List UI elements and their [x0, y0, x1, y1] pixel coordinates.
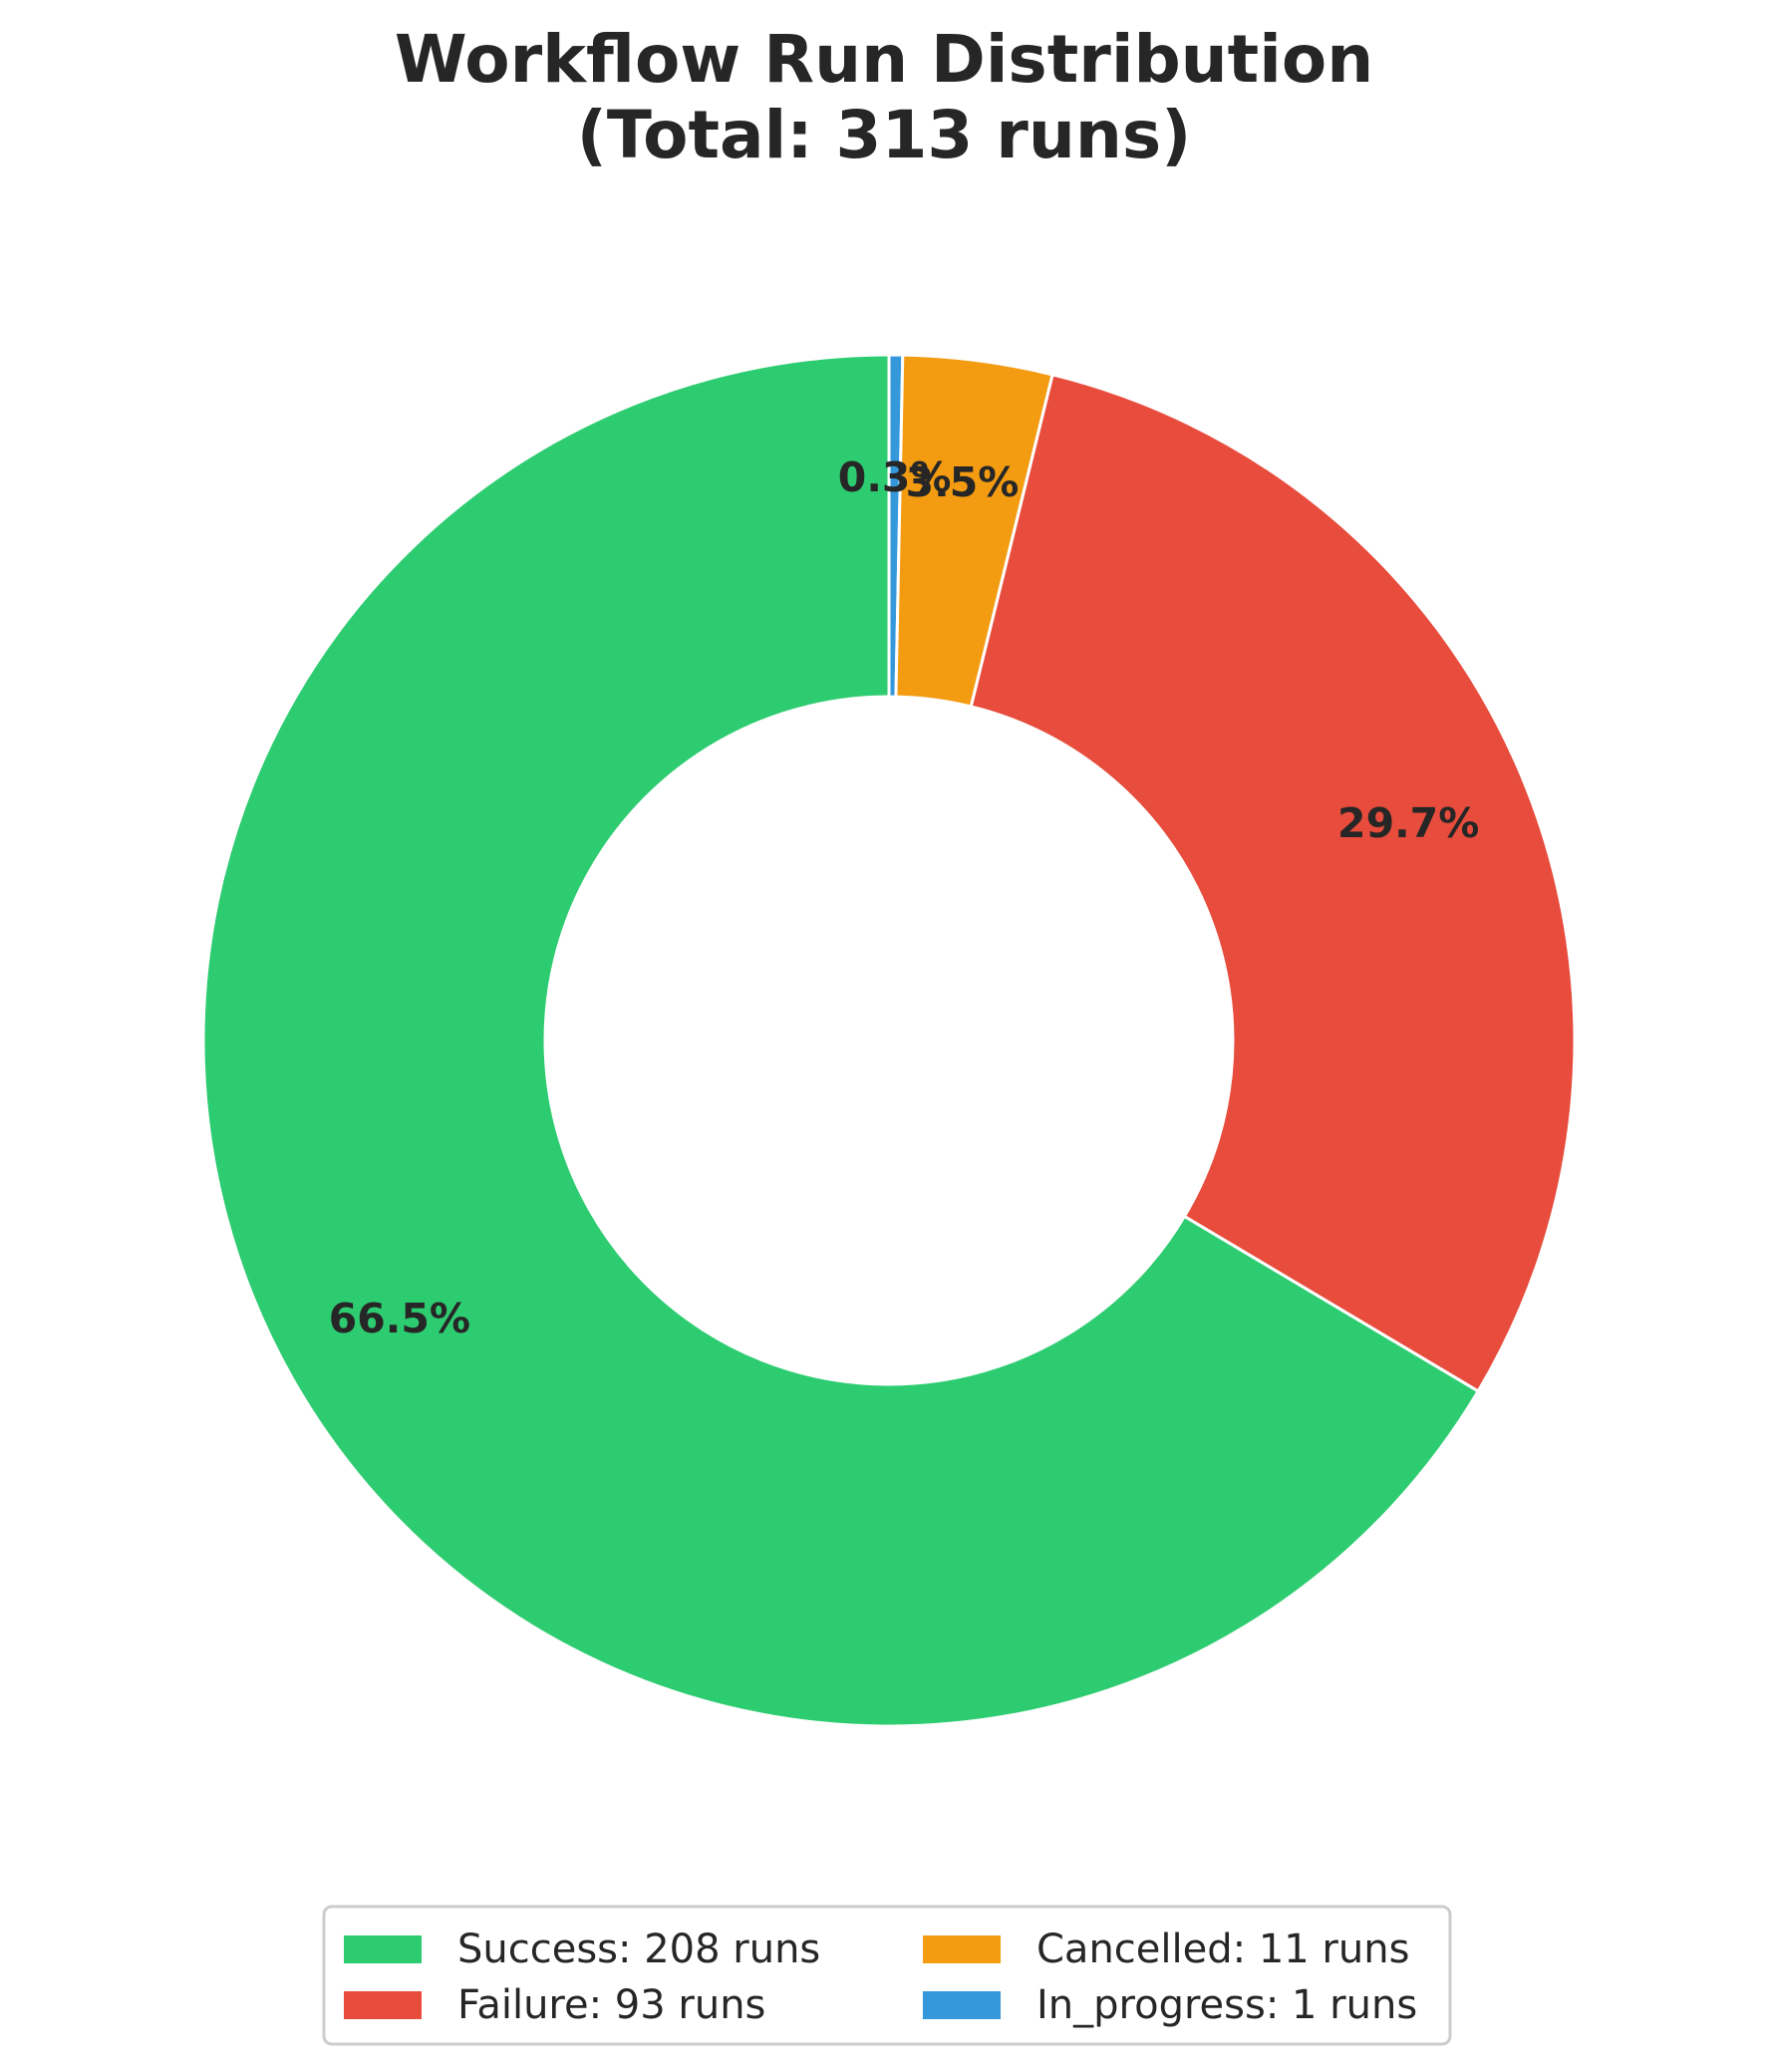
- donut-slices: [201, 353, 1577, 1728]
- legend-label-success: Success: 208 runs: [457, 1926, 820, 1972]
- slice-success: [201, 353, 1481, 1728]
- pct-label-cancelled: 3.5%: [906, 458, 1020, 506]
- legend-swatch-failure: [344, 1991, 422, 2019]
- legend-swatch-success: [344, 1935, 422, 1963]
- legend: Success: 208 runs Failure: 93 runs Cancell…: [322, 1905, 1452, 2046]
- legend-label-in-progress: In_progress: 1 runs: [1036, 1982, 1417, 2028]
- slice-failure: [969, 373, 1577, 1393]
- chart-title-line-1: Workflow Run Distribution: [395, 21, 1373, 98]
- legend-label-cancelled: Cancelled: 11 runs: [1036, 1926, 1409, 1972]
- pct-label-in-progress: 0.3%: [838, 453, 952, 501]
- slice-labels: 0.3%3.5% 29.7% 66.5%: [329, 453, 1480, 1342]
- legend-swatch-cancelled: [923, 1935, 1001, 1963]
- legend-swatch-in-progress: [923, 1991, 1001, 2019]
- legend-label-failure: Failure: 93 runs: [457, 1982, 765, 2028]
- chart-title-line-2: (Total: 313 runs): [577, 97, 1192, 173]
- legend-box: [322, 1905, 1452, 2046]
- pct-label-success: 66.5%: [329, 1295, 470, 1342]
- pct-label-failure: 29.7%: [1337, 799, 1479, 847]
